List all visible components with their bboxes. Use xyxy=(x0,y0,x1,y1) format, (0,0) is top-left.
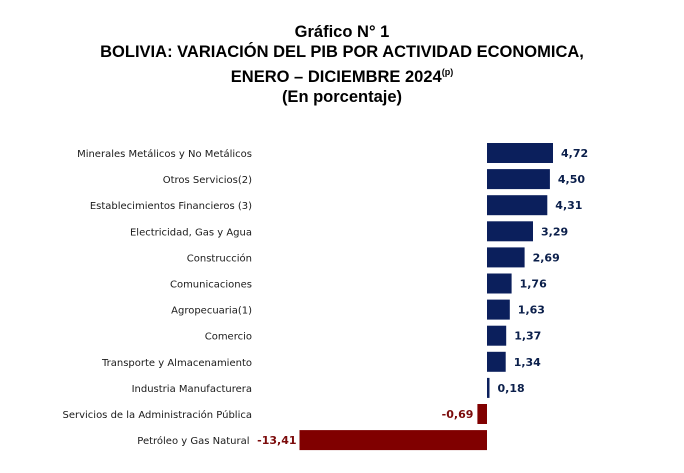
data-label: 2,69 xyxy=(533,251,560,264)
data-label: 4,31 xyxy=(555,199,582,212)
category-label: Industria Manufacturera xyxy=(132,384,252,395)
bar xyxy=(487,195,548,216)
category-label: Minerales Metálicos y No Metálicos xyxy=(77,148,252,160)
bar xyxy=(477,404,487,424)
bar xyxy=(487,247,525,268)
category-label: Servicios de la Administración Pública xyxy=(62,409,252,421)
chart-period-text: ENERO – DICIEMBRE 2024 xyxy=(230,68,442,86)
data-label: -13,41 xyxy=(257,434,296,447)
bar xyxy=(487,299,510,320)
category-label: Transporte y Almacenamiento xyxy=(101,358,252,369)
data-label: 1,37 xyxy=(514,330,541,343)
category-label: Establecimientos Financieros (3) xyxy=(90,201,252,212)
chart-period-superscript: (p) xyxy=(441,67,454,77)
data-label: 0,18 xyxy=(498,382,525,395)
data-label: 4,72 xyxy=(561,147,588,160)
data-label: 1,34 xyxy=(514,356,541,369)
data-label: 3,29 xyxy=(541,225,568,238)
data-label: 4,50 xyxy=(558,173,585,186)
category-label: Comunicaciones xyxy=(170,280,252,291)
category-label: Construcción xyxy=(187,252,252,264)
chart-number-title: Gráfico N° 1 xyxy=(294,23,390,41)
bar xyxy=(487,143,553,163)
data-label: 1,76 xyxy=(520,278,547,291)
category-label: Petróleo y Gas Natural xyxy=(137,435,249,447)
data-label: 1,63 xyxy=(518,304,545,317)
bar xyxy=(487,325,507,346)
chart-title-block: Gráfico N° 1 BOLIVIA: VARIACIÓN DEL PIB … xyxy=(0,22,684,107)
chart-period-title: ENERO – DICIEMBRE 2024(p) xyxy=(0,62,684,87)
chart-title-country: BOLIVIA xyxy=(100,43,168,61)
bar xyxy=(487,351,506,372)
bar xyxy=(299,430,487,451)
category-label: Otros Servicios(2) xyxy=(163,175,252,186)
chart-title-rest: : VARIACIÓN DEL PIB POR ACTIVIDAD ECONOM… xyxy=(167,43,584,61)
data-label: -0,69 xyxy=(442,408,474,421)
bar xyxy=(487,169,550,190)
category-label: Comercio xyxy=(205,332,252,343)
bar xyxy=(487,221,533,242)
category-label: Agropecuaria(1) xyxy=(171,306,252,317)
bar xyxy=(487,273,512,294)
category-label: Electricidad, Gas y Agua xyxy=(130,227,252,238)
chart-main-title: BOLIVIA: VARIACIÓN DEL PIB POR ACTIVIDAD… xyxy=(0,42,684,62)
chart-unit-subtitle: (En porcentaje) xyxy=(281,88,403,106)
bar xyxy=(487,377,490,398)
